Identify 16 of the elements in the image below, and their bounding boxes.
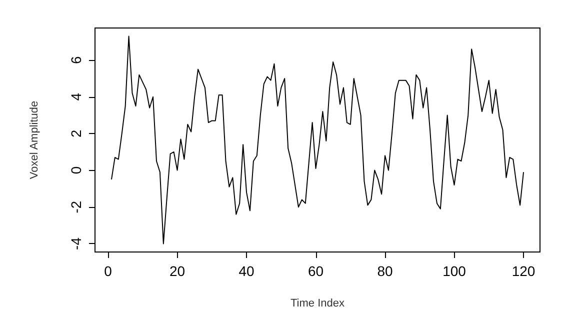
x-tick-label: 60 <box>308 263 324 279</box>
x-tick-label: 0 <box>104 263 112 279</box>
y-tick-label: 2 <box>68 129 84 138</box>
x-axis-title: Time Index <box>290 298 345 310</box>
y-axis-title: Voxel Amplitude <box>28 100 40 180</box>
y-tick-label: -2 <box>68 200 84 214</box>
y-tick-label: 4 <box>68 92 84 101</box>
line-series <box>110 36 524 244</box>
y-tick-label: 0 <box>68 166 84 174</box>
x-tick-label: 20 <box>169 263 186 279</box>
x-tick-label: 120 <box>512 263 536 279</box>
x-tick-label: 100 <box>442 263 466 279</box>
x-tick-label: 40 <box>238 263 255 279</box>
x-tick-label: 80 <box>377 263 394 279</box>
y-tick-label: -4 <box>68 237 84 250</box>
y-tick-label: 6 <box>68 56 84 64</box>
